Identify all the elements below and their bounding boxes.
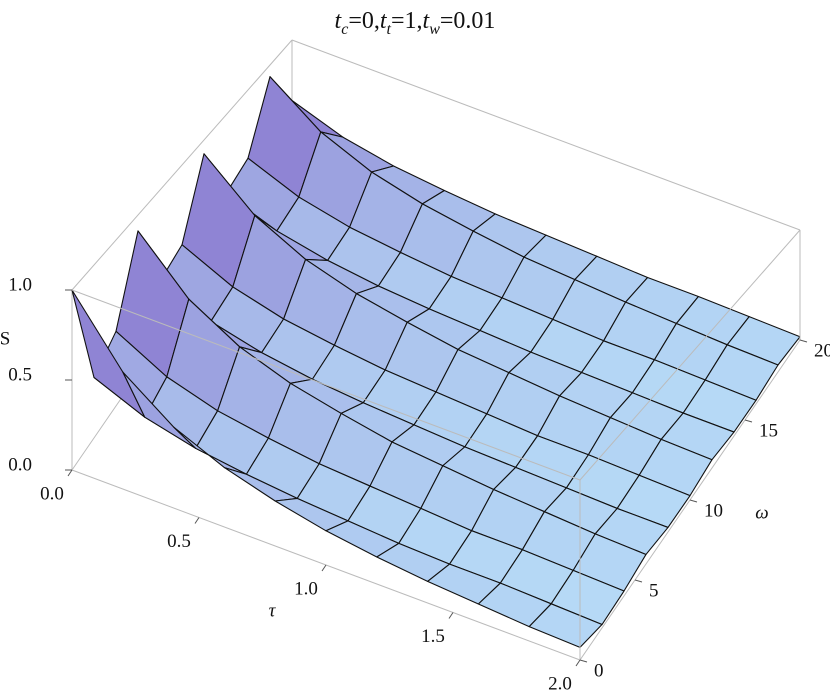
x-tick-label: 1.0: [294, 578, 318, 599]
box-edge: [71, 289, 581, 481]
z-axis-label: S: [0, 328, 10, 349]
y-tick-label: 5: [649, 580, 659, 601]
y-tick-label: 0: [594, 660, 604, 681]
x-tick: [448, 612, 454, 619]
title-part: t: [423, 8, 431, 34]
x-tick-label: 1.5: [421, 626, 445, 647]
x-tick-label: 2.0: [548, 673, 572, 694]
y-tick-label: 10: [704, 500, 723, 521]
y-tick: [689, 499, 698, 503]
x-tick: [321, 564, 327, 572]
y-tick-label: 15: [759, 420, 778, 441]
title-part: =0,: [348, 8, 380, 34]
y-tick: [634, 579, 643, 583]
z-tick-label: 0.5: [8, 364, 32, 385]
z-tick-label: 1.0: [8, 274, 32, 295]
surface-patch: [528, 603, 603, 648]
x-tick-label: 0.0: [40, 483, 64, 504]
title-part: t: [380, 8, 388, 34]
x-tick: [194, 517, 200, 524]
y-tick-label: 20: [814, 340, 830, 361]
y-tick: [744, 419, 753, 423]
title-part: c: [341, 21, 348, 38]
title-part: =0.01: [440, 8, 496, 34]
title-part: w: [429, 21, 440, 38]
y-tick: [579, 659, 588, 663]
chart-title: tc=0,tt=1,tw=0.01: [335, 8, 496, 39]
title-part: t: [335, 8, 343, 34]
box-edge: [71, 39, 293, 291]
x-tick: [67, 469, 73, 477]
box-edge: [579, 229, 801, 481]
z-tick-label: 0.0: [8, 454, 32, 475]
title-part: =1,: [391, 8, 423, 34]
box-edge: [291, 39, 801, 231]
x-tick: [575, 659, 581, 667]
x-tick-label: 0.5: [167, 531, 191, 552]
x-axis-label: τ: [269, 600, 277, 621]
y-axis-label: ω: [755, 502, 768, 523]
title-part: t: [387, 21, 392, 38]
y-tick: [799, 339, 808, 343]
